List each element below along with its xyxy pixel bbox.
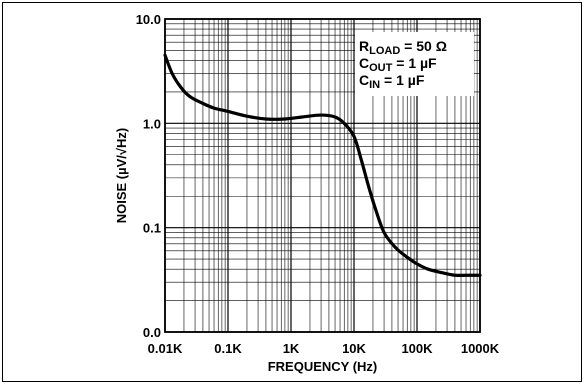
plot-border xyxy=(164,18,481,333)
x-tick-label: 0.01K xyxy=(148,341,183,356)
annotation-line: COUT = 1 µF xyxy=(359,55,437,74)
x-axis-label: FREQUENCY (Hz) xyxy=(268,359,378,374)
y-axis-label: NOISE (µV/√Hz) xyxy=(114,128,129,224)
x-tick-label: 10K xyxy=(342,341,366,356)
y-tick-label: 10.0 xyxy=(136,12,161,27)
x-tick-label: 0.1K xyxy=(214,341,242,356)
y-tick-label: 1.0 xyxy=(143,116,161,131)
noise-curve-line xyxy=(163,53,482,278)
annotation-line: CIN = 1 µF xyxy=(359,72,425,91)
chart-frame xyxy=(2,2,582,382)
plot-area xyxy=(163,53,482,278)
y-tick-label: 0.1 xyxy=(143,221,161,236)
y-tick-label: 0.0 xyxy=(143,325,161,340)
annotation-background xyxy=(355,32,474,96)
annotation-line: RLOAD = 50 Ω xyxy=(359,38,447,57)
x-tick-label: 100K xyxy=(401,341,433,356)
x-tick-label: 1000K xyxy=(461,341,500,356)
x-tick-label: 1K xyxy=(283,341,300,356)
tick-labels: 0.01K 0.1K 1K 10K 100K 1000K 0.0 0.1 1.0 10.0 xyxy=(136,12,500,356)
grid xyxy=(164,18,481,333)
